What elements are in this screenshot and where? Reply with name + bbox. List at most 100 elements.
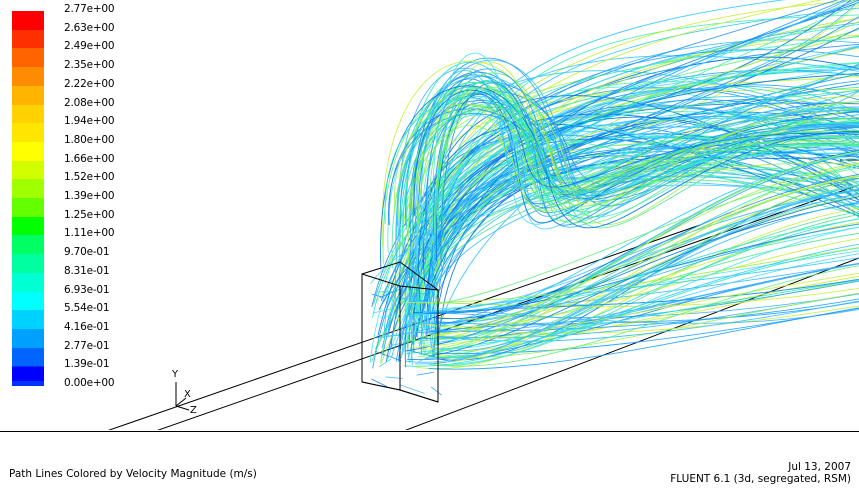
legend-entry: 2.22e+00 bbox=[10, 77, 170, 106]
legend-swatch bbox=[12, 347, 44, 367]
plot-title: Path Lines Colored by Velocity Magnitude… bbox=[9, 468, 257, 480]
pathline bbox=[430, 386, 442, 396]
legend-label: 0.00e+00 bbox=[64, 377, 115, 389]
pathline bbox=[422, 348, 438, 356]
pathline bbox=[371, 378, 388, 387]
pathline bbox=[404, 287, 859, 308]
pathline bbox=[415, 218, 859, 329]
legend-label: 1.66e+00 bbox=[64, 152, 115, 165]
pathline bbox=[413, 223, 859, 314]
legend-swatch bbox=[12, 254, 44, 274]
pathline bbox=[439, 226, 859, 366]
pathline bbox=[375, 291, 398, 293]
legend-swatch bbox=[12, 367, 44, 381]
legend-entry: 2.63e+00 bbox=[10, 21, 170, 49]
legend-label: 2.63e+00 bbox=[64, 21, 115, 34]
legend-swatch bbox=[12, 235, 44, 255]
pathline bbox=[406, 0, 848, 285]
legend-entry: 4.16e-01 bbox=[10, 320, 170, 349]
legend-entry: 1.52e+00 bbox=[10, 170, 170, 199]
graphics-viewport[interactable]: 2.77e+00 2.63e+00 2.49e+00 2.35e+00 2.22e+00… bbox=[0, 0, 859, 430]
pathline bbox=[433, 300, 859, 342]
pathline bbox=[418, 352, 439, 362]
pathline bbox=[437, 81, 859, 205]
legend-label: 1.25e+00 bbox=[64, 208, 115, 221]
legend-swatch bbox=[12, 216, 44, 236]
pathline bbox=[380, 314, 396, 318]
pathline bbox=[433, 174, 859, 337]
legend-entry: 1.94e+00 bbox=[10, 114, 170, 143]
legend-entry: 8.31e-01 bbox=[10, 264, 170, 293]
legend-entry: 1.80e+00 bbox=[10, 133, 170, 162]
caption-bar: Path Lines Colored by Velocity Magnitude… bbox=[0, 431, 859, 500]
pathline bbox=[416, 291, 428, 296]
legend-label: 6.93e-01 bbox=[64, 283, 110, 296]
legend-swatch bbox=[12, 29, 44, 49]
legend-entry: 1.11e+00 bbox=[10, 226, 170, 255]
pathline bbox=[423, 193, 859, 313]
pathline bbox=[411, 223, 859, 325]
legend-label: 2.35e+00 bbox=[64, 59, 115, 72]
pathline-plot bbox=[107, 0, 859, 430]
pathline bbox=[394, 297, 418, 308]
pathline bbox=[405, 257, 859, 317]
pathline bbox=[385, 298, 398, 302]
pathline bbox=[409, 106, 859, 228]
legend-entry: 2.77e-01 bbox=[10, 339, 170, 367]
legend-swatch bbox=[12, 11, 44, 31]
axes-triad-lines bbox=[175, 382, 190, 411]
pathline bbox=[434, 308, 859, 324]
pathline bbox=[371, 293, 384, 298]
legend-label: 2.77e+00 bbox=[64, 3, 115, 15]
legend-label: 8.31e-01 bbox=[64, 264, 110, 277]
pathline bbox=[427, 88, 859, 211]
legend-label: 2.49e+00 bbox=[64, 40, 115, 53]
pathline bbox=[417, 125, 859, 236]
solver-info: FLUENT 6.1 (3d, segregated, RSM) bbox=[670, 473, 851, 485]
legend-entry: 1.39e+00 bbox=[10, 189, 170, 218]
legend-label: 1.52e+00 bbox=[64, 171, 115, 184]
axis-y-label: Y bbox=[172, 369, 179, 380]
pathline bbox=[429, 196, 859, 357]
pathline bbox=[428, 265, 859, 367]
pathline bbox=[414, 56, 859, 342]
pathline bbox=[387, 175, 859, 336]
pathline bbox=[419, 343, 432, 348]
legend-entry: 2.77e+00 bbox=[10, 2, 170, 31]
pathline bbox=[379, 358, 392, 367]
pathline bbox=[372, 308, 391, 314]
pathline bbox=[373, 45, 859, 305]
pathline bbox=[433, 163, 859, 364]
pathline bbox=[415, 59, 859, 234]
pathline bbox=[420, 70, 859, 224]
legend-entry: 2.49e+00 bbox=[10, 39, 170, 68]
inlet-box bbox=[361, 261, 439, 403]
legend-entry: 0.00e+00 bbox=[10, 367, 170, 394]
pathline bbox=[403, 247, 859, 367]
legend-entry: 9.70e-01 bbox=[10, 245, 170, 274]
plot-info: Jul 13, 2007 FLUENT 6.1 (3d, segregated,… bbox=[670, 461, 851, 485]
pathline bbox=[418, 150, 859, 355]
pathline bbox=[413, 320, 433, 324]
axis-x-label: X bbox=[184, 389, 191, 400]
pathline bbox=[413, 89, 859, 216]
pathline bbox=[396, 297, 424, 302]
legend-swatch bbox=[12, 272, 44, 293]
pathline bbox=[436, 103, 859, 215]
pathline bbox=[416, 371, 434, 376]
pathline bbox=[379, 288, 400, 298]
legend-label: 2.77e-01 bbox=[64, 339, 110, 352]
pathline bbox=[374, 350, 402, 362]
pathline bbox=[371, 43, 859, 307]
pathline bbox=[419, 246, 859, 303]
legend-swatch bbox=[12, 179, 44, 199]
pathline bbox=[434, 75, 859, 258]
plot-date: Jul 13, 2007 bbox=[788, 461, 851, 473]
pathline bbox=[405, 81, 859, 325]
pathline bbox=[432, 226, 859, 310]
pathline bbox=[418, 0, 823, 306]
axis-z-label: Z bbox=[190, 405, 197, 416]
pathline bbox=[434, 167, 859, 305]
pathline bbox=[380, 85, 859, 270]
pathline bbox=[382, 84, 859, 356]
